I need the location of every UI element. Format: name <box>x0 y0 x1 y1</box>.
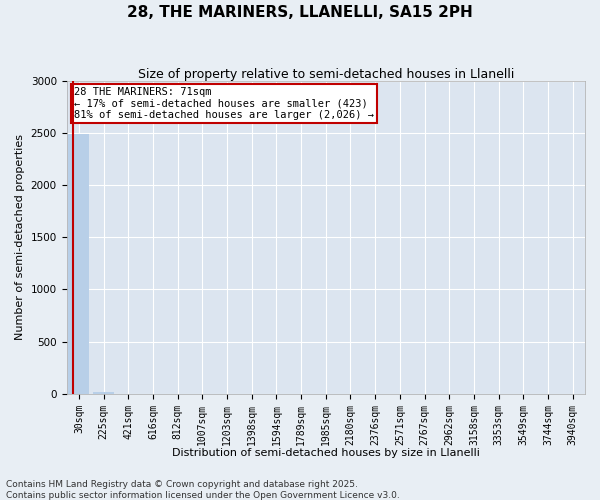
Bar <box>68 134 89 394</box>
Text: Contains HM Land Registry data © Crown copyright and database right 2025.
Contai: Contains HM Land Registry data © Crown c… <box>6 480 400 500</box>
Y-axis label: Number of semi-detached properties: Number of semi-detached properties <box>15 134 25 340</box>
X-axis label: Distribution of semi-detached houses by size in Llanelli: Distribution of semi-detached houses by … <box>172 448 480 458</box>
Title: Size of property relative to semi-detached houses in Llanelli: Size of property relative to semi-detach… <box>137 68 514 80</box>
Text: 28 THE MARINERS: 71sqm
← 17% of semi-detached houses are smaller (423)
81% of se: 28 THE MARINERS: 71sqm ← 17% of semi-det… <box>74 87 374 120</box>
Bar <box>93 392 114 394</box>
Text: 28, THE MARINERS, LLANELLI, SA15 2PH: 28, THE MARINERS, LLANELLI, SA15 2PH <box>127 5 473 20</box>
